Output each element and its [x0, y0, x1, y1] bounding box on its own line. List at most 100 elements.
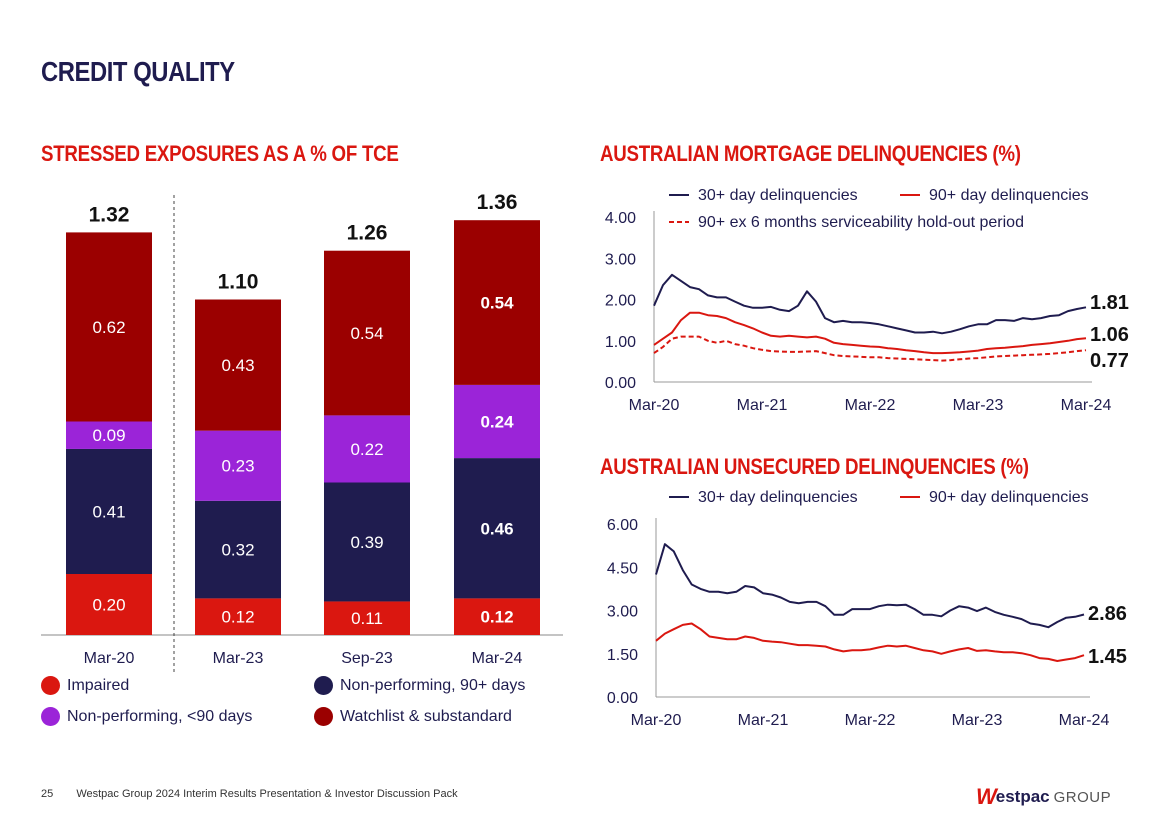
bar-watchlist-Mar-23: [195, 299, 281, 431]
legend-nplt90: Non-performing, <90 days: [41, 707, 252, 726]
mortgage-xtick-1: Mar-21: [737, 397, 788, 414]
page-number: 25: [41, 788, 54, 800]
mortgage-xtick-0: Mar-20: [629, 397, 680, 414]
mortgage-xtick-3: Mar-23: [953, 397, 1004, 414]
bar-label-watchlist-Sep-23: 0.54: [350, 324, 383, 343]
unsecured-xtick-2: Mar-22: [845, 712, 896, 729]
bar-impaired-Mar-20: [66, 574, 152, 635]
unsecured-series-1: [655, 622, 1085, 662]
bar-impaired-Sep-23: [324, 601, 410, 635]
unsecured-end-label-1: 1.45: [1088, 646, 1127, 668]
bar-label-np90-Mar-24: 0.46: [480, 519, 513, 538]
bar-label-nplt90-Mar-23: 0.23: [221, 457, 254, 476]
bar-total-Sep-23: 1.26: [347, 222, 388, 245]
bar-np90-Mar-24: [454, 458, 540, 599]
bar-label-nplt90-Mar-20: 0.09: [92, 426, 125, 445]
mortgage-end-label-0: 1.81: [1090, 292, 1129, 314]
bar-label-np90-Mar-20: 0.41: [92, 502, 125, 521]
legend-label-nplt90: Non-performing, <90 days: [67, 707, 253, 725]
mortgage-ytick-1: 1.00: [605, 334, 636, 351]
category-label-Mar-23: Mar-23: [213, 650, 264, 667]
bar-label-nplt90-Mar-24: 0.24: [480, 413, 514, 432]
unsecured-ytick-0: 0.00: [607, 690, 638, 707]
mortgage-xtick-4: Mar-24: [1061, 397, 1112, 414]
bar-nplt90-Mar-23: [195, 430, 281, 501]
unsecured-xtick-3: Mar-23: [952, 712, 1003, 729]
bar-label-impaired-Sep-23: 0.11: [351, 609, 383, 628]
unsecured-legend-label-0: 30+ day delinquencies: [698, 489, 858, 506]
bar-impaired-Mar-23: [195, 598, 281, 635]
legend-swatch-watchlist: [314, 707, 333, 726]
bar-label-impaired-Mar-20: 0.20: [92, 596, 125, 615]
unsecured-ytick-2: 3.00: [607, 604, 638, 621]
mortgage-legend-label-2: 90+ ex 6 months serviceability hold-out …: [698, 214, 1024, 231]
bar-label-impaired-Mar-23: 0.12: [221, 608, 254, 627]
unsecured-xtick-1: Mar-21: [738, 712, 789, 729]
legend-swatch-np90: [314, 676, 333, 695]
mortgage-ytick-4: 4.00: [605, 210, 636, 227]
footer: 25 Westpac Group 2024 Interim Results Pr…: [41, 788, 458, 800]
unsecured-ytick-4: 6.00: [607, 517, 638, 534]
mortgage-ytick-2: 2.00: [605, 293, 636, 310]
category-label-Mar-24: Mar-24: [472, 650, 523, 667]
bar-label-impaired-Mar-24: 0.12: [480, 608, 513, 627]
legend-np90: Non-performing, 90+ days: [314, 676, 525, 695]
footer-text: Westpac Group 2024 Interim Results Prese…: [76, 788, 458, 800]
bar-nplt90-Mar-24: [454, 384, 540, 459]
unsecured-xtick-0: Mar-20: [631, 712, 682, 729]
bar-nplt90-Mar-20: [66, 421, 152, 449]
bar-total-Mar-24: 1.36: [477, 191, 518, 214]
bar-total-Mar-20: 1.32: [89, 203, 130, 226]
bar-watchlist-Mar-24: [454, 220, 540, 385]
legend-impaired: Impaired: [41, 676, 129, 695]
mortgage-chart-title: AUSTRALIAN MORTGAGE DELINQUENCIES (%): [600, 141, 1021, 166]
bar-total-Mar-23: 1.10: [218, 271, 259, 294]
unsecured-series-0: [655, 543, 1085, 629]
bar-watchlist-Mar-20: [66, 232, 152, 422]
legend-label-np90: Non-performing, 90+ days: [340, 676, 526, 694]
category-label-Mar-20: Mar-20: [84, 650, 135, 667]
mortgage-end-label-2: 0.77: [1090, 350, 1129, 372]
logo-brand: estpac: [995, 787, 1050, 806]
category-label-Sep-23: Sep-23: [341, 650, 393, 667]
unsecured-end-label-0: 2.86: [1088, 603, 1127, 625]
bar-label-np90-Sep-23: 0.39: [350, 533, 383, 552]
bar-label-nplt90-Sep-23: 0.22: [350, 440, 383, 459]
bar-label-watchlist-Mar-20: 0.62: [92, 318, 125, 337]
mortgage-ytick-0: 0.00: [605, 375, 636, 392]
bar-label-watchlist-Mar-23: 0.43: [221, 356, 254, 375]
legend-swatch-impaired: [41, 676, 60, 695]
mortgage-series-0: [653, 273, 1087, 335]
unsecured-chart-title: AUSTRALIAN UNSECURED DELINQUENCIES (%): [600, 454, 1029, 479]
mortgage-legend-label-1: 90+ day delinquencies: [929, 187, 1089, 204]
bar-impaired-Mar-24: [454, 598, 540, 635]
mortgage-series-1: [653, 311, 1087, 355]
mortgage-end-label-1: 1.06: [1090, 324, 1129, 346]
bar-label-np90-Mar-23: 0.32: [221, 541, 254, 560]
page-title: CREDIT QUALITY: [41, 56, 235, 87]
mortgage-series-2: [653, 335, 1087, 362]
bar-np90-Sep-23: [324, 482, 410, 602]
bar-np90-Mar-20: [66, 448, 152, 574]
stressed-chart-title: STRESSED EXPOSURES AS A % OF TCE: [41, 141, 399, 166]
legend-swatch-nplt90: [41, 707, 60, 726]
bar-label-watchlist-Mar-24: 0.54: [480, 294, 514, 313]
unsecured-xtick-4: Mar-24: [1059, 712, 1110, 729]
mortgage-ytick-3: 3.00: [605, 251, 636, 268]
logo-group: GROUP: [1053, 788, 1112, 806]
bar-np90-Mar-23: [195, 500, 281, 599]
mortgage-legend-label-0: 30+ day delinquencies: [698, 187, 858, 204]
legend-label-impaired: Impaired: [67, 676, 130, 694]
unsecured-legend-label-1: 90+ day delinquencies: [929, 489, 1089, 506]
unsecured-ytick-3: 4.50: [607, 560, 638, 577]
bar-nplt90-Sep-23: [324, 415, 410, 483]
legend-watchlist: Watchlist & substandard: [314, 707, 512, 726]
mortgage-xtick-2: Mar-22: [845, 397, 896, 414]
bar-watchlist-Sep-23: [324, 250, 410, 416]
logo-mark: W: [976, 784, 997, 809]
westpac-logo: W estpac GROUP: [976, 784, 1111, 810]
unsecured-ytick-1: 1.50: [607, 647, 638, 664]
